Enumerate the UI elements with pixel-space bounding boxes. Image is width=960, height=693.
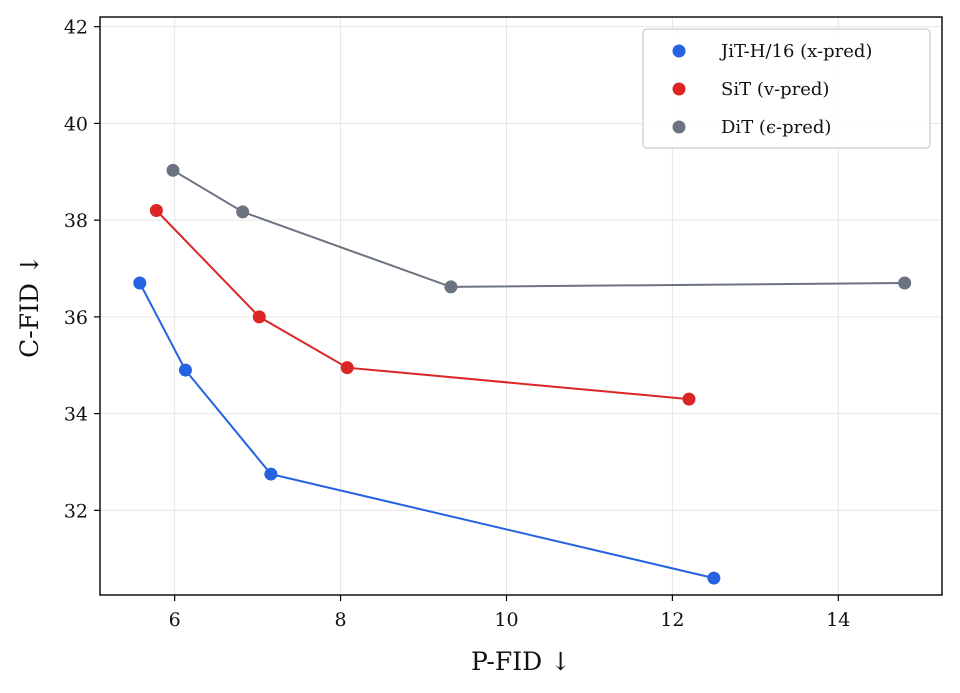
- legend-marker: [672, 82, 686, 96]
- series-line: [155, 209, 690, 401]
- data-point: [264, 467, 278, 481]
- data-point: [166, 163, 180, 177]
- series-1: [149, 203, 696, 406]
- data-point: [149, 203, 163, 217]
- y-tick-label: 36: [64, 307, 88, 329]
- x-tick-label: 10: [494, 609, 518, 631]
- series-line: [138, 282, 715, 580]
- legend-label: SiT (v-pred): [721, 79, 829, 100]
- y-tick-label: 42: [64, 17, 88, 39]
- series-2: [166, 163, 912, 294]
- x-tick-label: 12: [660, 609, 684, 631]
- series-line: [172, 169, 905, 288]
- legend-marker: [672, 120, 686, 134]
- legend-item: JiT-H/16 (x-pred): [672, 41, 872, 62]
- x-tick-label: 6: [169, 609, 181, 631]
- y-tick-label: 38: [64, 210, 88, 232]
- plot-frame: [99, 16, 943, 596]
- ticks: 6 8 10 12 14 32 34 36 38 40 42: [64, 17, 851, 631]
- legend-item: SiT (v-pred): [672, 79, 829, 100]
- x-axis-label: P-FID ↓: [471, 647, 571, 676]
- data-point: [682, 392, 696, 406]
- data-point: [178, 363, 192, 377]
- data-point: [707, 571, 721, 585]
- data-point: [252, 310, 266, 324]
- legend-label: DiT (ϵ-pred): [721, 117, 831, 138]
- data-point: [133, 276, 147, 290]
- series-layer: [133, 163, 912, 585]
- data-point: [340, 361, 354, 375]
- y-tick-label: 32: [64, 500, 88, 522]
- data-point: [444, 280, 458, 294]
- legend-box: [642, 28, 931, 149]
- y-tick-label: 34: [64, 404, 88, 426]
- legend-item: DiT (ϵ-pred): [672, 117, 831, 138]
- data-point: [236, 205, 250, 219]
- series-0: [133, 276, 721, 585]
- x-tick-label: 14: [826, 609, 850, 631]
- y-tick-label: 40: [64, 113, 88, 135]
- y-axis-label: C-FID ↓: [15, 254, 44, 358]
- legend: JiT-H/16 (x-pred) SiT (v-pred) DiT (ϵ-pred…: [642, 28, 931, 149]
- legend-marker: [672, 44, 686, 58]
- data-point: [898, 276, 912, 290]
- legend-label: JiT-H/16 (x-pred): [719, 41, 872, 62]
- x-tick-label: 8: [335, 609, 347, 631]
